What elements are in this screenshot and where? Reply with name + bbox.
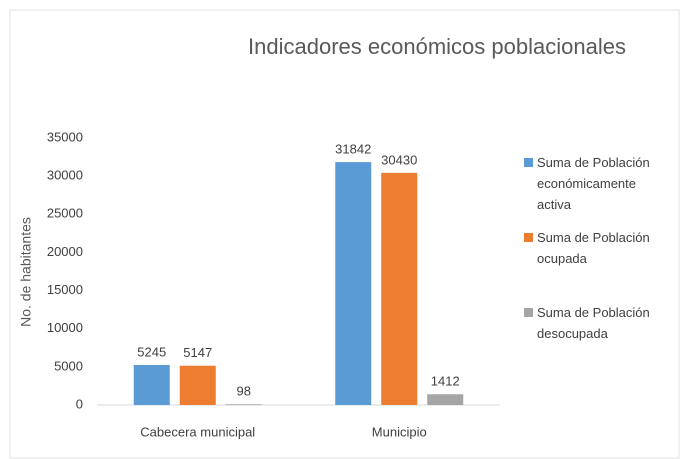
y-tick-label: 10000	[47, 320, 83, 335]
legend-swatch	[524, 158, 533, 167]
legend-label: Suma de Población ocupada	[537, 230, 650, 266]
data-label: 5147	[183, 345, 212, 360]
bar	[225, 404, 262, 405]
y-tick-label: 15000	[47, 282, 83, 297]
y-tick-label: 20000	[47, 244, 83, 259]
data-label: 1412	[431, 374, 460, 389]
bar	[427, 394, 464, 405]
data-label: 5245	[137, 344, 166, 359]
legend-swatch	[524, 308, 533, 317]
bar	[381, 172, 418, 405]
bar	[335, 162, 372, 405]
x-tick-label: Municipio	[372, 424, 427, 439]
chart-title: Indicadores económicos poblacionales	[248, 34, 626, 59]
legend-entry: Suma de Población económicamente activa	[537, 155, 650, 212]
bar	[133, 364, 170, 405]
legend-swatch	[524, 233, 533, 242]
data-label: 98	[237, 384, 251, 399]
y-tick-label: 0	[76, 396, 83, 411]
y-tick-label: 5000	[54, 358, 83, 373]
y-axis-title: No. de habitantes	[18, 217, 34, 327]
legend-label: Suma de Población desocupada	[537, 305, 650, 341]
bar	[179, 365, 216, 405]
data-label: 31842	[335, 142, 371, 157]
y-tick-label: 35000	[47, 129, 83, 144]
data-label: 30430	[381, 152, 417, 167]
legend-entry: Suma de Población ocupada	[537, 230, 650, 266]
y-tick-label: 25000	[47, 206, 83, 221]
legend-entry: Suma de Población desocupada	[537, 305, 650, 341]
y-tick-label: 30000	[47, 168, 83, 183]
legend-label: Suma de Población económicamente activa	[537, 155, 650, 212]
x-tick-label: Cabecera municipal	[140, 424, 255, 439]
